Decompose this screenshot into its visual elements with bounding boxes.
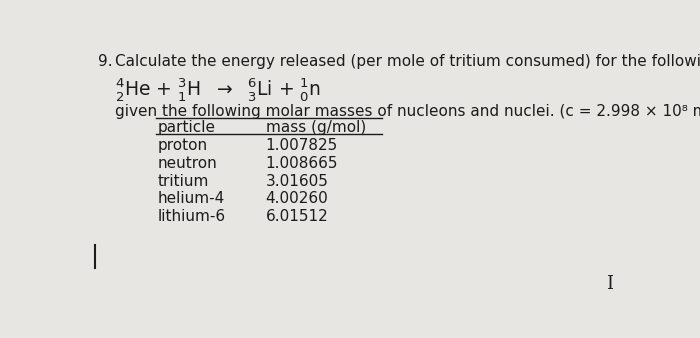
Text: lithium-6: lithium-6: [158, 209, 225, 224]
Text: mass (g/mol): mass (g/mol): [266, 120, 366, 135]
Text: $^4_2\rm{He}$ + $^3_1\rm{H}$  $\rightarrow$  $^6_3\rm{Li}$ + $^1_0\rm{n}$: $^4_2\rm{He}$ + $^3_1\rm{H}$ $\rightarro…: [116, 76, 321, 103]
Text: 3.01605: 3.01605: [266, 174, 328, 189]
Text: 9.: 9.: [98, 54, 113, 69]
Text: helium-4: helium-4: [158, 192, 225, 207]
Text: neutron: neutron: [158, 156, 217, 171]
Text: 1.008665: 1.008665: [266, 156, 338, 171]
Text: 1.007825: 1.007825: [266, 138, 338, 153]
Text: proton: proton: [158, 138, 207, 153]
Text: 6.01512: 6.01512: [266, 209, 328, 224]
Text: Calculate the energy released (per mole of tritium consumed) for the following f: Calculate the energy released (per mole …: [116, 54, 700, 69]
Text: tritium: tritium: [158, 174, 209, 189]
Text: I: I: [606, 275, 612, 293]
Text: particle: particle: [158, 120, 216, 135]
Text: 4.00260: 4.00260: [266, 192, 328, 207]
Text: given the following molar masses of nucleons and nuclei. (c = 2.998 × 10⁸ m/s): given the following molar masses of nucl…: [116, 104, 700, 119]
